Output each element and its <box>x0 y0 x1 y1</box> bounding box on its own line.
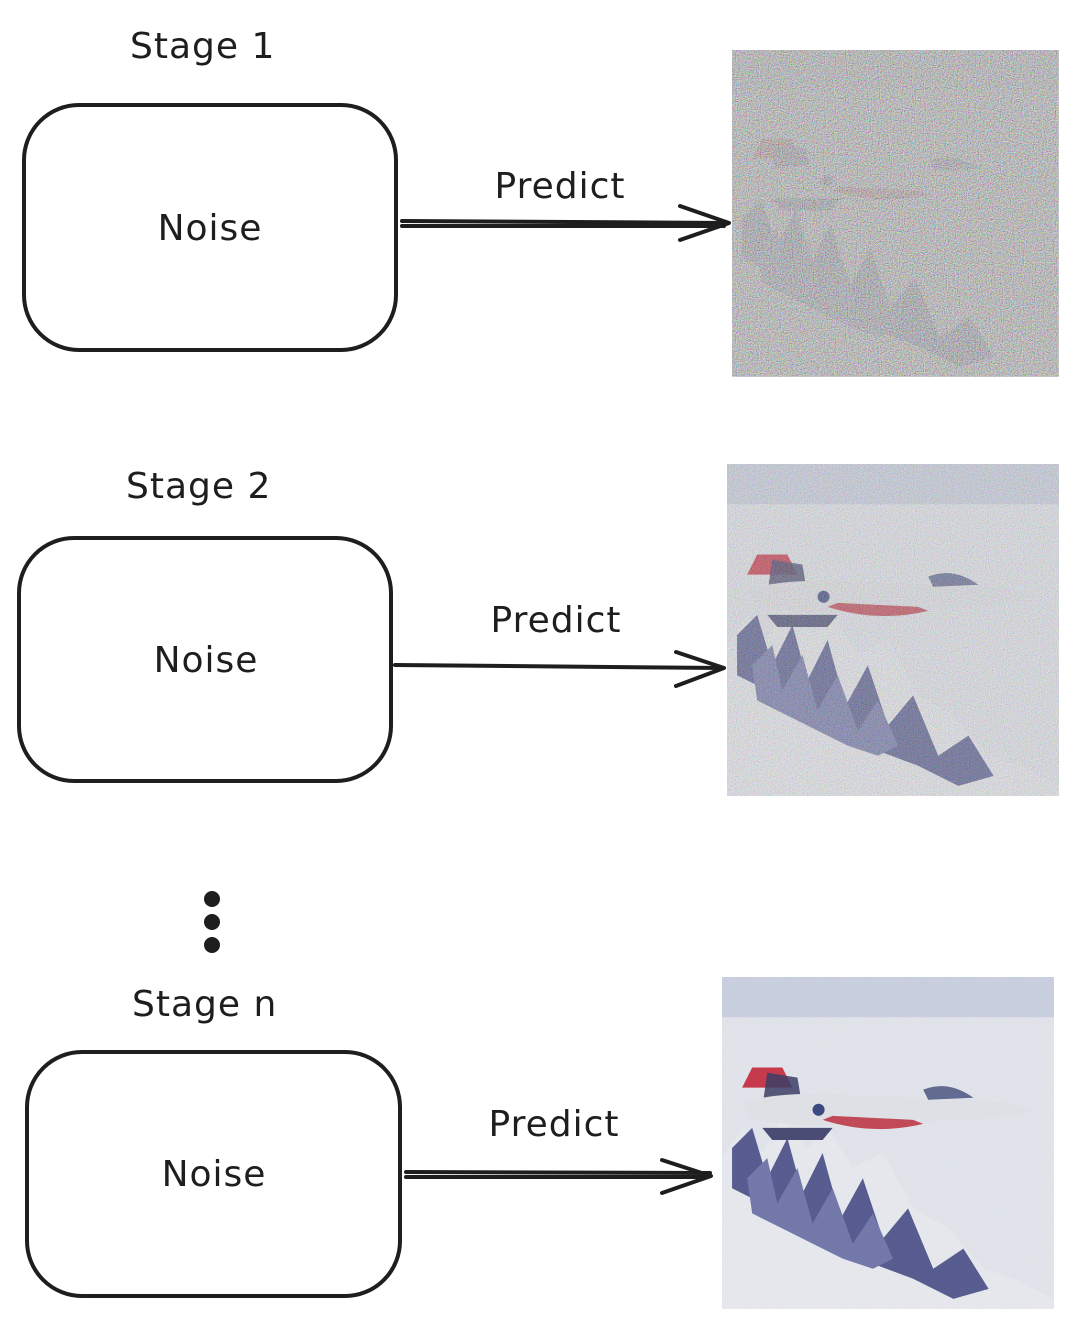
noise-label: Noise <box>154 640 259 681</box>
predict-label: Predict <box>491 600 622 641</box>
stage-1: Stage 1 Noise Predict <box>22 26 1059 377</box>
predicted-image <box>722 977 1054 1309</box>
noise-box <box>17 536 393 783</box>
stage-n: Stage n Noise Predict <box>25 977 1054 1309</box>
stage-title: Stage 2 <box>126 466 271 507</box>
predict-arrow <box>404 1158 713 1195</box>
predict-label: Predict <box>495 166 626 207</box>
predicted-image <box>727 464 1059 796</box>
noise-label: Noise <box>162 1154 267 1195</box>
stage-title: Stage n <box>132 984 277 1025</box>
predict-arrow <box>393 650 726 688</box>
noise-box <box>22 103 398 352</box>
noise-label: Noise <box>158 208 263 249</box>
vertical-ellipsis-icon <box>204 891 220 953</box>
predict-arrow <box>400 204 731 242</box>
stage-2: Stage 2 Noise Predict <box>17 464 1059 796</box>
predicted-image <box>732 50 1059 377</box>
predict-label: Predict <box>489 1104 620 1145</box>
stage-title: Stage 1 <box>130 26 275 67</box>
noise-box <box>25 1050 402 1298</box>
